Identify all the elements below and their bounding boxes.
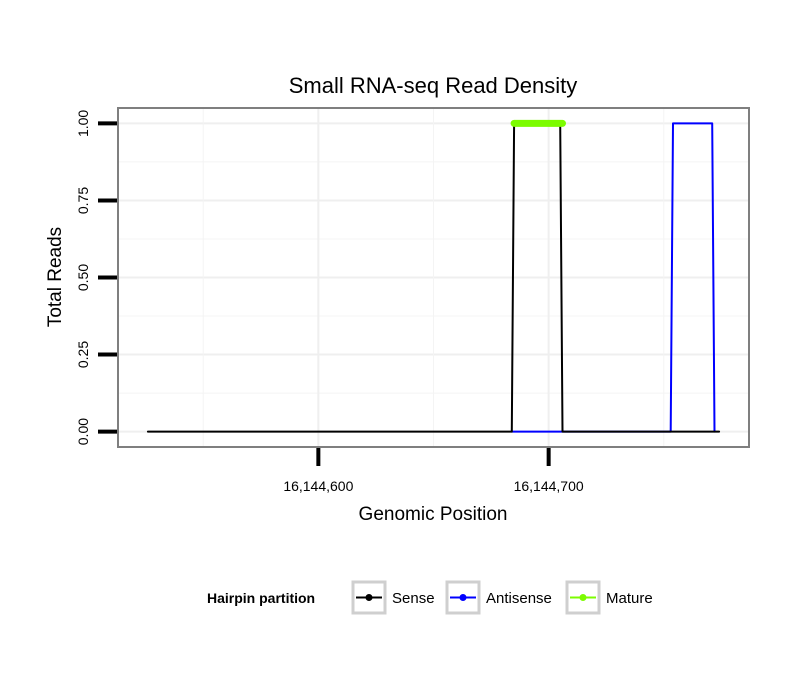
legend-key-point [459,594,467,601]
x-tick-label: 16,144,700 [514,478,584,494]
legend-item-antisense: Antisense [445,580,552,615]
legend-item-sense: Sense [351,580,435,615]
legend: Hairpin partition Sense Antisense Mature [207,580,653,615]
y-axis-label: Total Reads [45,227,66,327]
y-tick-label: 0.75 [75,187,91,214]
series-antisense-line [510,122,716,433]
x-axis-label: Genomic Position [359,504,508,525]
legend-label: Mature [606,590,653,607]
legend-title: Hairpin partition [207,590,315,606]
y-tick-label: 0.25 [75,341,91,368]
legend-keys: Sense Antisense Mature [351,580,653,615]
series-layer [146,119,721,433]
legend-key-box [351,580,387,615]
y-tick-label: 1.00 [75,110,91,137]
legend-label: Sense [392,590,435,607]
legend-key-point [365,594,373,601]
grid [119,109,748,446]
y-tick-label: 0.50 [75,264,91,291]
chart-title: Small RNA-seq Read Density [289,73,578,98]
legend-item-mature: Mature [565,580,653,615]
y-tick-label: 0.00 [75,418,91,445]
x-tick-label: 16,144,600 [283,478,353,494]
axes: 0.00 0.25 0.50 0.75 1.00 16,144,600 16,144,700 [75,110,584,494]
legend-label: Antisense [486,590,552,607]
legend-key-point [579,594,587,601]
